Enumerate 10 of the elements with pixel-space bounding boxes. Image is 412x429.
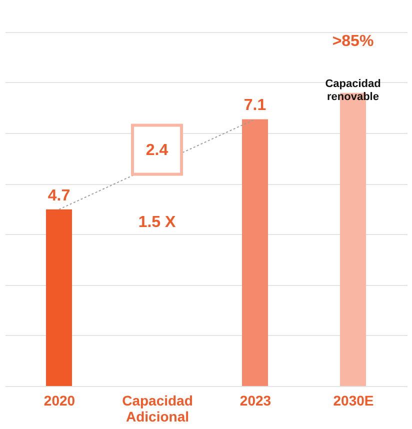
annotation: Capacidad renovable — [325, 78, 381, 103]
x-tick-label: 2020 — [44, 392, 76, 408]
annotation: 2.4 — [146, 142, 168, 159]
x-tick-label: Capacidad Adicional — [122, 392, 193, 424]
data-label: 7.1 — [244, 97, 266, 114]
x-tick-label: 2030E — [333, 392, 374, 408]
x-tick-label: 2023 — [240, 392, 272, 408]
annotation: 1.5 X — [138, 214, 176, 232]
data-label: >85% — [332, 32, 374, 50]
data-label: 4.7 — [48, 187, 70, 204]
